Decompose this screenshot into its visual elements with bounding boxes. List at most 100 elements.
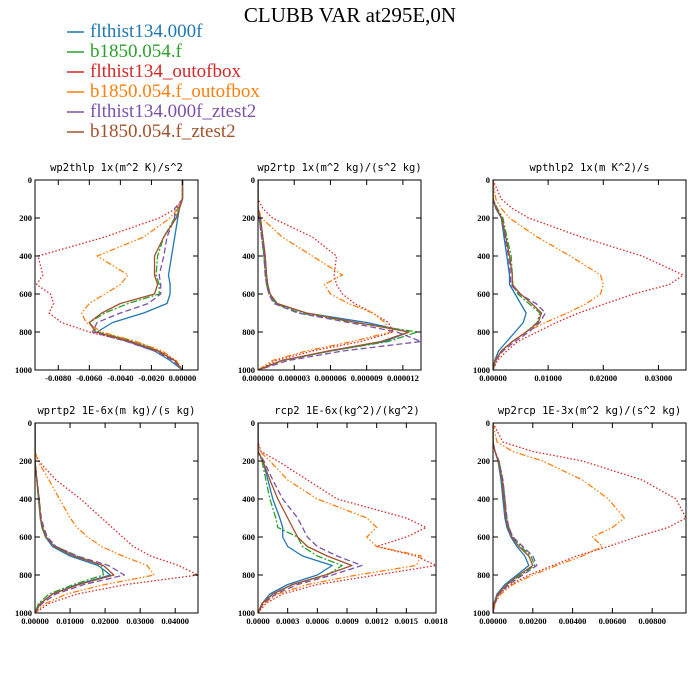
legend-label-b1850-054-f: b1850.054.f bbox=[90, 41, 183, 62]
y-tick-label: 1000 bbox=[473, 608, 490, 618]
y-tick-label: 200 bbox=[477, 213, 490, 223]
x-tick-label: 0.02000 bbox=[91, 616, 119, 626]
y-tick-label: 1000 bbox=[238, 608, 255, 618]
y-tick-label: 400 bbox=[477, 251, 490, 261]
y-tick-label: 0 bbox=[251, 418, 255, 428]
series-line-b1850-054-f-ztest2 bbox=[258, 423, 353, 613]
y-tick-label: 600 bbox=[477, 289, 490, 299]
series-group bbox=[493, 180, 684, 370]
figure-title: CLUBB VAR at295E,0N bbox=[244, 3, 456, 27]
x-tick-label: 0.00800 bbox=[638, 616, 666, 626]
plot-frame bbox=[257, 422, 437, 614]
series-line-b1850-054-f-ztest2 bbox=[493, 180, 543, 370]
y-tick-label: 600 bbox=[242, 289, 255, 299]
series-group bbox=[258, 423, 436, 613]
series-group bbox=[35, 180, 184, 370]
series-line-flthist134-outofbox bbox=[493, 423, 686, 613]
series-line-b1850-054-f bbox=[493, 180, 541, 370]
x-tick-label: 0.000012 bbox=[387, 373, 419, 383]
series-line-flthist134-000f bbox=[35, 423, 112, 613]
series-line-flthist134-outofbox bbox=[493, 180, 684, 370]
x-tick-label: 0.0003 bbox=[276, 616, 299, 626]
y-tick-label: 800 bbox=[19, 570, 32, 580]
series-line-flthist134-000f-ztest2 bbox=[35, 423, 126, 613]
plot-frame bbox=[492, 179, 687, 371]
series-line-flthist134-outofbox bbox=[258, 423, 436, 613]
x-tick-label: 0.0015 bbox=[395, 616, 418, 626]
y-tick-label: 0 bbox=[251, 175, 255, 185]
plot-frame bbox=[34, 422, 199, 614]
x-tick-label: 0.000009 bbox=[351, 373, 383, 383]
panels: wp2thlp 1x(m^2 K)/s^2 -0.0080 -0.0060 -0.00… bbox=[15, 162, 687, 626]
x-tick-label: 0.0012 bbox=[365, 616, 388, 626]
x-tick-label: 0.01000 bbox=[56, 616, 84, 626]
series-line-flthist134-outofbox bbox=[35, 423, 198, 613]
y-tick-label: 0 bbox=[486, 418, 490, 428]
x-tick-label: 0.000003 bbox=[278, 373, 310, 383]
x-tick-label: 0.04000 bbox=[161, 616, 189, 626]
series-line-flthist134-outofbox bbox=[35, 180, 184, 370]
x-tick-label: 0.0006 bbox=[306, 616, 329, 626]
series-line-flthist134-000f-ztest2 bbox=[91, 180, 184, 370]
y-tick-label: 400 bbox=[19, 494, 32, 504]
x-tick-label: 0.00000 bbox=[21, 616, 49, 626]
y-tick-label: 200 bbox=[242, 213, 255, 223]
x-tick-label: 0.0018 bbox=[424, 616, 447, 626]
panel-2: wp2rtp 1x(m^2 kg)/(s^2 kg) 0.000000 0.0000… bbox=[238, 162, 422, 383]
series-line-b1850-054-f bbox=[35, 423, 105, 613]
panel-title-6: wp2rcp 1E-3x(m^2 kg)/(s^2 kg) bbox=[498, 405, 681, 417]
y-tick-label: 800 bbox=[242, 327, 255, 337]
series-group bbox=[35, 423, 198, 613]
y-tick-label: 200 bbox=[477, 456, 490, 466]
series-line-b1850-054-f-ztest2 bbox=[493, 423, 534, 613]
y-tick-label: 1000 bbox=[15, 608, 32, 618]
x-tick-label: -0.0020 bbox=[138, 373, 164, 383]
panel-5: rcp2 1E-6x(kg^2)/(kg^2) 0.0000 0.0003 0.000… bbox=[238, 405, 448, 626]
y-tick-label: 0 bbox=[28, 175, 32, 185]
x-tick-label: 0.00200 bbox=[519, 616, 547, 626]
x-tick-label: 0.01000 bbox=[534, 373, 562, 383]
panel-title-4: wprtp2 1E-6x(m kg)/(s kg) bbox=[37, 405, 195, 417]
y-tick-label: 800 bbox=[477, 327, 490, 337]
series-line-b1850-054-f-ztest2 bbox=[35, 423, 115, 613]
x-tick-label: 0.00000 bbox=[169, 373, 197, 383]
x-tick-label: 0.00000 bbox=[479, 373, 507, 383]
y-tick-label: 600 bbox=[19, 289, 32, 299]
x-tick-label: -0.0060 bbox=[76, 373, 102, 383]
x-tick-label: 0.0009 bbox=[335, 616, 358, 626]
x-tick-label: 0.00600 bbox=[599, 616, 627, 626]
y-tick-label: 0 bbox=[486, 175, 490, 185]
y-tick-label: 200 bbox=[242, 456, 255, 466]
x-tick-label: -0.0040 bbox=[107, 373, 133, 383]
y-tick-label: 400 bbox=[477, 494, 490, 504]
y-tick-label: 600 bbox=[19, 532, 32, 542]
series-line-flthist134-000f-ztest2 bbox=[258, 423, 363, 613]
x-tick-label: 0.000006 bbox=[315, 373, 347, 383]
panel-4: wprtp2 1E-6x(m kg)/(s kg) 0.00000 0.01000 0… bbox=[15, 405, 199, 626]
y-tick-label: 1000 bbox=[238, 365, 255, 375]
series-line-b1850-054-f-outofbox bbox=[35, 423, 155, 613]
y-tick-label: 600 bbox=[242, 532, 255, 542]
series-line-b1850-054-f-ztest2 bbox=[258, 180, 410, 370]
x-tick-label: 0.02000 bbox=[589, 373, 617, 383]
series-line-flthist134-000f bbox=[96, 180, 184, 370]
plot-frame bbox=[492, 422, 687, 614]
y-tick-label: 400 bbox=[19, 251, 32, 261]
y-tick-label: 200 bbox=[19, 213, 32, 223]
series-group bbox=[258, 180, 421, 370]
legend-label-b1850-054-f-ztest2: b1850.054.f_ztest2 bbox=[90, 121, 236, 142]
series-line-flthist134-000f-ztest2 bbox=[493, 423, 538, 613]
x-tick-label: -0.0080 bbox=[45, 373, 71, 383]
legend-label-b1850-054-f-outofbox: b1850.054.f_outofbox bbox=[90, 81, 260, 102]
x-tick-label: 0.03000 bbox=[645, 373, 673, 383]
x-tick-label: 0.00000 bbox=[479, 616, 507, 626]
y-tick-label: 0 bbox=[28, 418, 32, 428]
series-group bbox=[493, 423, 686, 613]
plot-frame bbox=[257, 179, 422, 371]
y-tick-label: 600 bbox=[477, 532, 490, 542]
series-line-b1850-054-f-ztest2 bbox=[88, 180, 184, 370]
plot-frame bbox=[34, 179, 199, 371]
series-line-b1850-054-f bbox=[88, 180, 184, 370]
y-tick-label: 800 bbox=[242, 570, 255, 580]
